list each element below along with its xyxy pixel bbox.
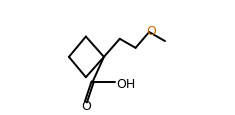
- Text: OH: OH: [116, 77, 135, 90]
- Text: O: O: [146, 25, 156, 37]
- Text: O: O: [81, 99, 91, 112]
